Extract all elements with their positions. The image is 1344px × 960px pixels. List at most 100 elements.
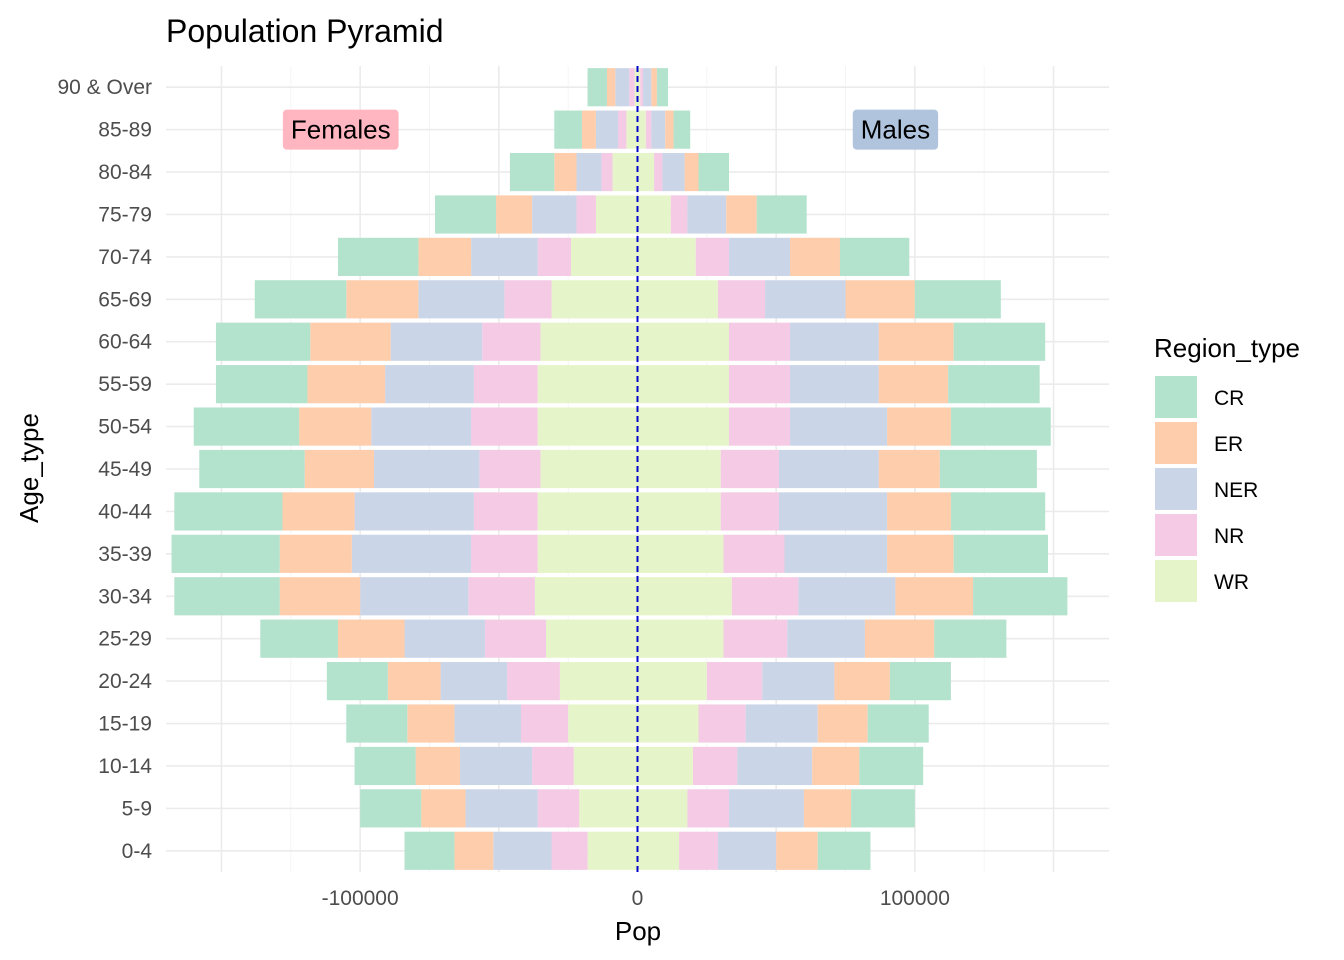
bar-females-er-25-29 bbox=[337, 619, 405, 658]
bar-females-er-55-59 bbox=[307, 365, 386, 404]
bar-males-cr-65-69 bbox=[914, 280, 1001, 319]
bar-males-er-50-54 bbox=[887, 407, 951, 446]
legend-swatch bbox=[1155, 514, 1197, 556]
y-tick-label: 75-79 bbox=[98, 203, 152, 226]
annotation-males: Males bbox=[852, 109, 939, 150]
bar-males-ner-55-59 bbox=[790, 365, 879, 404]
bar-males-cr-35-39 bbox=[953, 534, 1048, 573]
bar-males-nr-75-79 bbox=[670, 195, 688, 234]
bar-males-cr-70-74 bbox=[839, 237, 910, 276]
bar-females-ner-45-49 bbox=[374, 449, 480, 489]
bar-males-ner-20-24 bbox=[762, 662, 835, 701]
bar-males-nr-15-19 bbox=[698, 704, 746, 743]
bar-females-cr-50-54 bbox=[193, 407, 300, 446]
bar-males-nr-90-over bbox=[640, 68, 644, 107]
bar-females-nr-50-54 bbox=[471, 407, 538, 446]
bar-males-ner-90-over bbox=[643, 68, 652, 107]
sex-annotations: Females Males bbox=[282, 109, 939, 150]
bar-males-er-40-44 bbox=[887, 492, 951, 531]
bar-males-wr-85-89 bbox=[637, 110, 646, 149]
bar-males-nr-35-39 bbox=[723, 534, 785, 573]
bar-males-wr-50-54 bbox=[637, 407, 730, 446]
legend-label: CR bbox=[1214, 387, 1244, 410]
bar-females-cr-5-9 bbox=[360, 789, 422, 828]
bar-males-ner-60-64 bbox=[790, 322, 879, 361]
bar-females-wr-75-79 bbox=[595, 195, 638, 234]
bar-females-wr-20-24 bbox=[559, 662, 638, 701]
legend-swatch bbox=[1155, 422, 1197, 464]
y-tick-label: 15-19 bbox=[98, 713, 152, 736]
bar-males-nr-20-24 bbox=[706, 662, 763, 701]
bar-males-nr-65-69 bbox=[717, 280, 766, 319]
legend-item-wr: WR bbox=[1155, 560, 1249, 602]
bar-females-cr-20-24 bbox=[326, 662, 388, 701]
legend-label: WR bbox=[1214, 571, 1249, 594]
bar-males-nr-30-34 bbox=[731, 577, 799, 616]
bar-females-cr-25-29 bbox=[260, 619, 338, 658]
bar-females-wr-10-14 bbox=[573, 746, 638, 786]
bar-females-cr-35-39 bbox=[171, 534, 280, 573]
bar-males-nr-80-84 bbox=[654, 152, 663, 192]
bar-females-er-70-74 bbox=[418, 237, 472, 276]
bar-males-ner-70-74 bbox=[729, 237, 791, 276]
bar-males-er-10-14 bbox=[812, 746, 860, 786]
bar-females-ner-50-54 bbox=[371, 407, 472, 446]
bar-females-ner-15-19 bbox=[454, 704, 522, 743]
chart-title: Population Pyramid bbox=[166, 13, 443, 49]
y-tick-label: 60-64 bbox=[98, 331, 152, 354]
bar-males-cr-10-14 bbox=[859, 746, 924, 786]
bar-males-nr-10-14 bbox=[692, 746, 738, 786]
bar-females-er-65-69 bbox=[346, 280, 419, 319]
bar-females-nr-80-84 bbox=[601, 152, 613, 192]
y-tick-label: 40-44 bbox=[98, 500, 152, 523]
bar-males-ner-15-19 bbox=[745, 704, 818, 743]
bar-females-cr-0-4 bbox=[404, 831, 455, 870]
annotation-label: Females bbox=[291, 115, 391, 145]
bar-females-nr-20-24 bbox=[507, 662, 560, 701]
x-axis-title: Pop bbox=[615, 916, 661, 946]
bar-males-ner-80-84 bbox=[662, 152, 685, 192]
legend-item-cr: CR bbox=[1155, 376, 1244, 418]
bar-females-er-20-24 bbox=[387, 662, 441, 701]
bar-males-wr-15-19 bbox=[637, 704, 699, 743]
y-tick-label: 35-39 bbox=[98, 543, 152, 566]
legend: Region_type CR ER NER NR WR bbox=[1154, 333, 1300, 602]
bar-males-nr-70-74 bbox=[695, 237, 730, 276]
bar-females-er-50-54 bbox=[299, 407, 372, 446]
bar-males-ner-10-14 bbox=[737, 746, 813, 786]
bar-males-er-0-4 bbox=[776, 831, 818, 870]
legend-swatch bbox=[1155, 376, 1197, 418]
bar-males-cr-25-29 bbox=[934, 619, 1007, 658]
legend-item-er: ER bbox=[1155, 422, 1243, 464]
bar-males-wr-75-79 bbox=[637, 195, 671, 234]
bar-females-cr-45-49 bbox=[199, 449, 305, 489]
legend-label: NER bbox=[1214, 479, 1258, 502]
bar-males-ner-75-79 bbox=[687, 195, 727, 234]
bar-males-wr-10-14 bbox=[637, 746, 693, 786]
bar-males-wr-45-49 bbox=[637, 449, 721, 489]
bar-females-er-10-14 bbox=[415, 746, 460, 786]
bar-males-er-85-89 bbox=[665, 110, 674, 149]
bar-females-wr-55-59 bbox=[537, 365, 638, 404]
bar-females-ner-35-39 bbox=[351, 534, 472, 573]
bar-males-cr-50-54 bbox=[950, 407, 1051, 446]
bar-males-cr-20-24 bbox=[889, 662, 951, 701]
bar-females-nr-70-74 bbox=[537, 237, 571, 276]
bar-females-nr-0-4 bbox=[551, 831, 588, 870]
bar-males-cr-15-19 bbox=[867, 704, 929, 743]
bar-males-ner-65-69 bbox=[765, 280, 846, 319]
bar-males-ner-30-34 bbox=[798, 577, 896, 616]
bar-females-ner-90-over bbox=[615, 68, 630, 107]
bar-females-cr-75-79 bbox=[435, 195, 497, 234]
bar-females-nr-75-79 bbox=[576, 195, 596, 234]
bar-males-ner-35-39 bbox=[784, 534, 888, 573]
bar-males-ner-50-54 bbox=[790, 407, 888, 446]
y-tick-label: 80-84 bbox=[98, 161, 152, 184]
bar-females-ner-85-89 bbox=[595, 110, 619, 149]
annotation-box bbox=[282, 109, 399, 150]
bar-females-ner-55-59 bbox=[385, 365, 474, 404]
y-tick-label: 45-49 bbox=[98, 458, 152, 481]
bar-females-cr-80-84 bbox=[509, 152, 555, 192]
bar-females-cr-40-44 bbox=[174, 492, 283, 531]
bar-females-cr-30-34 bbox=[174, 577, 280, 616]
